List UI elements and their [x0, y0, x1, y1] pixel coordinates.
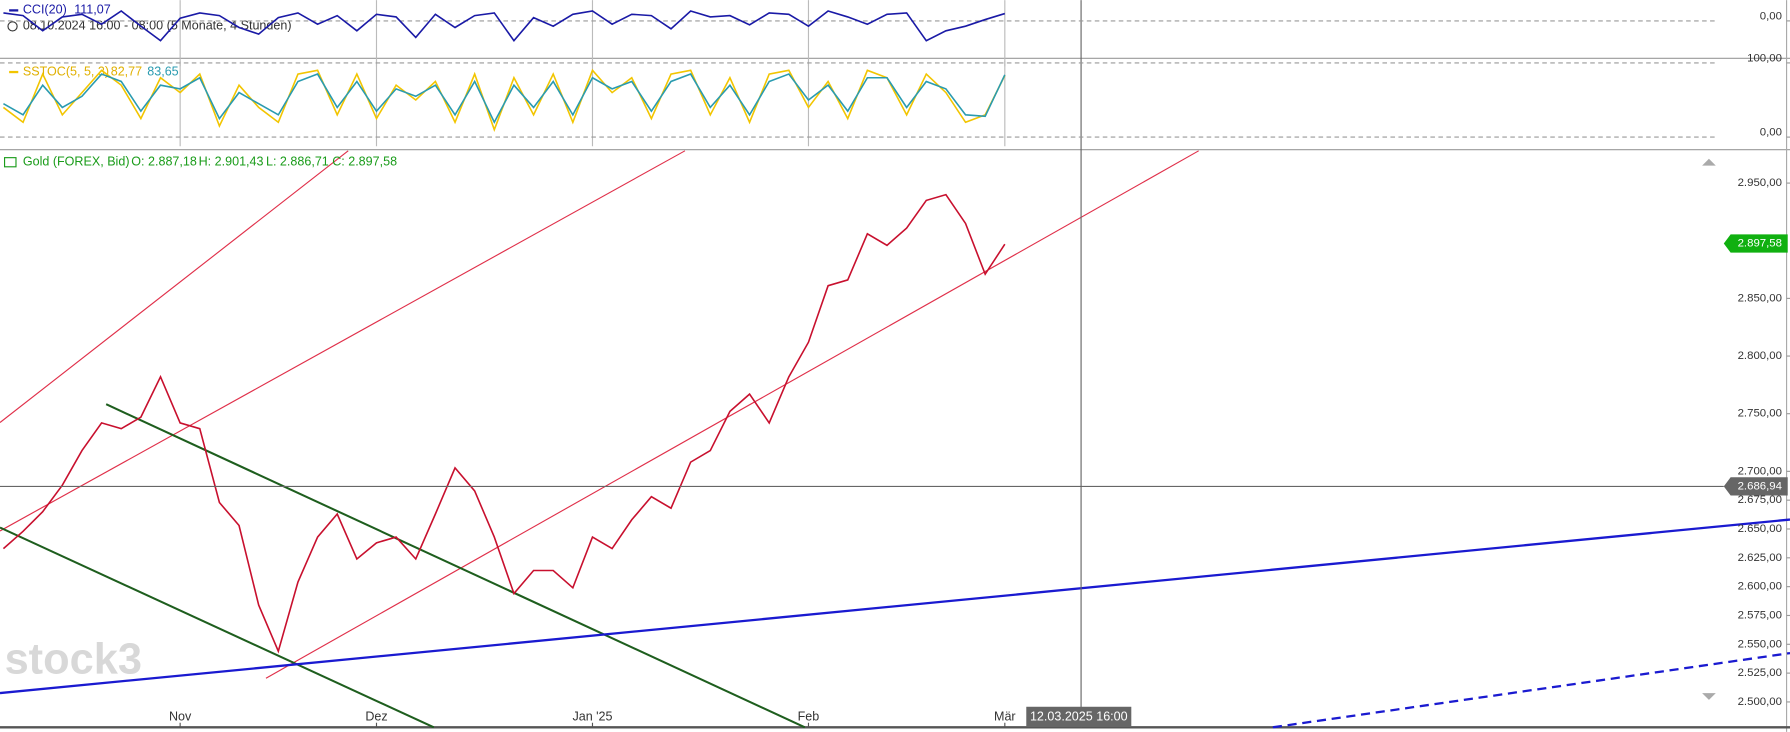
crosshair-price-box: [1723, 477, 1788, 496]
y-tick-label: 2.600,00: [1738, 581, 1782, 593]
x-tick-label: Dez: [365, 709, 387, 723]
crosshair-price-label: 2.686,94: [1738, 480, 1783, 492]
instrument-title: Gold (FOREX, Bid): [23, 155, 130, 169]
scroll-up-icon[interactable]: [1702, 158, 1716, 166]
ohlc-low: L: 2.886,71: [266, 155, 329, 169]
y-tick-label: 2.800,00: [1738, 350, 1782, 362]
y-tick-label: 2.675,00: [1738, 494, 1782, 506]
trend-line: [0, 526, 435, 729]
y-tick-label: 0,00: [1760, 10, 1782, 22]
trend-line: [1272, 651, 1790, 729]
y-tick-label: 0,00: [1760, 127, 1782, 139]
y-tick-label: 2.700,00: [1738, 465, 1782, 477]
clock-icon: [7, 21, 18, 32]
last-price-label: 2.897,58: [1738, 238, 1782, 250]
y-tick-label: 2.525,00: [1738, 667, 1782, 679]
y-tick-label: 2.650,00: [1738, 523, 1782, 535]
y-tick-label: 2.550,00: [1738, 638, 1782, 650]
last-price-marker: [1723, 234, 1788, 253]
y-tick-label: 2.575,00: [1738, 609, 1782, 621]
trend-line: [105, 403, 806, 729]
watermark: stock3: [5, 636, 142, 684]
ohlc-close: C: 2.897,58: [332, 155, 397, 169]
date-range: 08.10.2024 16:00 - 08:00: [23, 19, 163, 33]
y-tick-label: 2.750,00: [1738, 408, 1782, 420]
x-tick-label: Mär: [994, 709, 1016, 723]
ohlc-high: H: 2.901,43: [199, 155, 264, 169]
ohlc-open: O: 2.887,18: [131, 155, 197, 169]
x-tick-label: Nov: [169, 709, 192, 723]
y-tick-label: 2.500,00: [1738, 696, 1782, 708]
stoch-d-value: 83,65: [147, 64, 178, 78]
crosshair-time-box: [1026, 706, 1132, 727]
stoch-k-value: 82,77: [111, 64, 142, 78]
cci-title: CCI(20): [23, 3, 67, 17]
scroll-down-icon[interactable]: [1702, 693, 1716, 700]
period: (5 Monate, 4 Stunden): [167, 19, 292, 33]
trend-line: [0, 150, 686, 532]
x-tick-label: Jan '25: [572, 709, 612, 723]
trend-line: [0, 518, 1790, 695]
price-line: [2, 193, 1006, 654]
trend-line: [265, 150, 1199, 679]
indicator-line: [3, 73, 1006, 125]
y-tick-label: 100,00: [1747, 52, 1782, 64]
instrument-icon: [3, 157, 17, 168]
cci-value: 111,07: [74, 3, 111, 17]
trend-line: [0, 150, 349, 423]
indicator-line: [3, 10, 1006, 42]
x-tick-label: Feb: [798, 709, 820, 723]
stoch-title: SSTOC(5, 5, 3): [23, 64, 109, 78]
crosshair-time-label: 12.03.2025 16:00: [1030, 709, 1128, 723]
y-tick-label: 2.850,00: [1738, 292, 1782, 304]
y-tick-label: 2.625,00: [1738, 552, 1782, 564]
y-tick-label: 2.950,00: [1738, 177, 1782, 189]
